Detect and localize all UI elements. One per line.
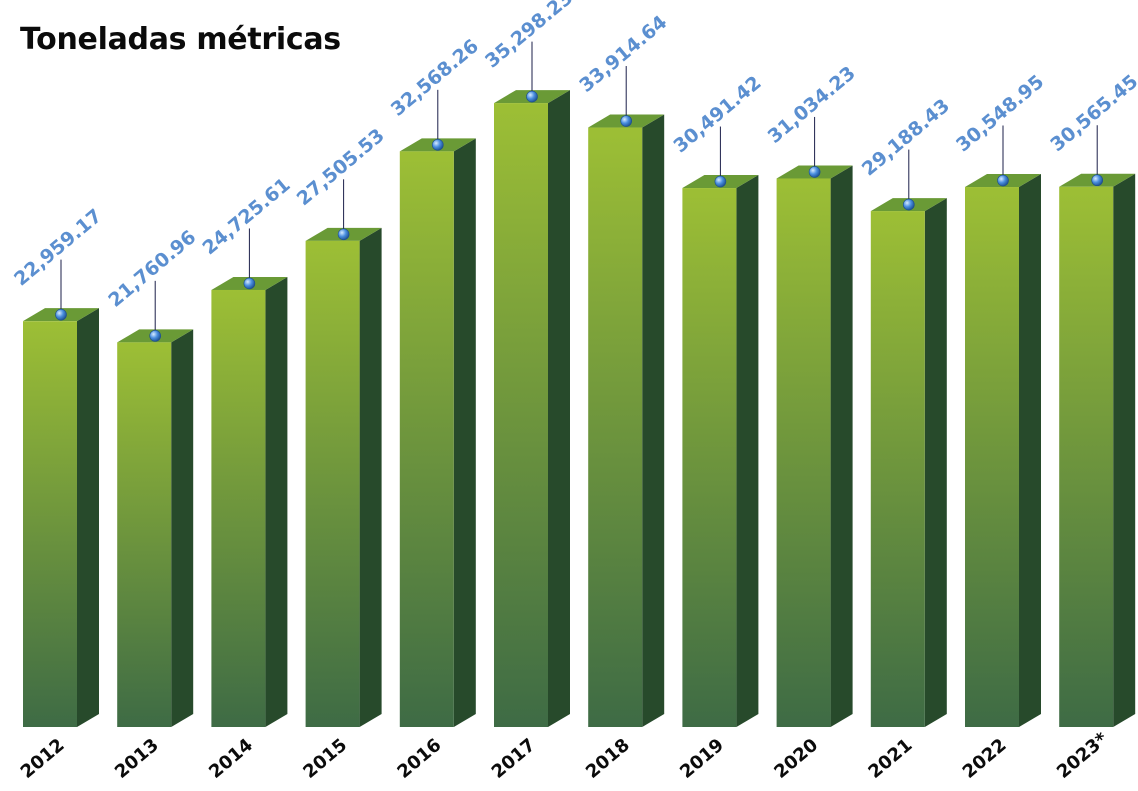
value-label: 30,565.45 (1046, 70, 1138, 156)
bar-side (359, 227, 382, 727)
bar-front (23, 321, 77, 727)
marker-dot (55, 308, 67, 321)
value-label: 31,034.23 (764, 62, 860, 148)
bar-2017 (494, 41, 570, 727)
value-label: 22,959.17 (10, 205, 106, 291)
bar-front (870, 211, 925, 728)
bar-front (682, 188, 737, 727)
marker-dot (997, 174, 1009, 187)
bar-2019 (682, 126, 759, 727)
marker-dot (243, 277, 256, 290)
bar-side (736, 175, 759, 727)
x-tick-label: 2018 (582, 735, 634, 783)
bars-group (23, 41, 1136, 728)
chart-title: Toneladas métricas (20, 22, 341, 57)
value-label: 33,914.64 (575, 11, 671, 97)
bar-2015 (305, 179, 382, 727)
bar-side (171, 329, 194, 727)
x-tick-label: 2015 (299, 735, 351, 783)
x-tick-label: 2014 (205, 735, 257, 783)
bar-2018 (588, 66, 665, 727)
x-tick-label: 2013 (111, 735, 163, 783)
bar-side (77, 308, 99, 727)
bar-front (965, 187, 1019, 727)
x-tick-label: 2022 (959, 735, 1011, 783)
bar-side (265, 276, 288, 727)
marker-dot (149, 330, 161, 342)
bar-side (642, 114, 665, 727)
value-label: 29,188.43 (858, 95, 954, 181)
bar-front (117, 342, 172, 727)
x-tick-label: 2016 (394, 735, 446, 783)
bar-2022 (965, 125, 1041, 727)
bar-front (211, 289, 266, 727)
bar-2023* (1059, 125, 1136, 728)
bar-2012 (23, 259, 99, 727)
bar-2020 (776, 116, 853, 727)
bar-front (1059, 186, 1114, 728)
value-label: 32,568.26 (387, 35, 483, 121)
bar-side (453, 138, 476, 728)
bar-front (588, 127, 643, 727)
marker-dot (620, 115, 633, 127)
x-tick-label: 2017 (488, 735, 540, 783)
bar-front (399, 151, 454, 728)
bar-2021 (870, 149, 947, 728)
bar-2014 (211, 228, 288, 727)
x-tick-label: 2023* (1053, 728, 1113, 783)
value-label: 30,548.95 (952, 71, 1048, 157)
bar-side (924, 198, 947, 728)
bar-front (494, 103, 548, 727)
marker-dot (902, 198, 915, 211)
x-tick-label: 2021 (865, 735, 917, 783)
value-label: 24,725.61 (198, 174, 294, 260)
bar-side (1113, 173, 1136, 728)
value-label: 30,491.42 (669, 72, 765, 158)
marker-dot (808, 166, 821, 178)
value-label: 27,505.53 (293, 125, 389, 211)
marker-dot (714, 175, 727, 188)
x-tick-label: 2019 (676, 735, 728, 783)
x-tick-labels-group: 2012 2013 2014 2015 2016 2017 2018 2019 2020 2021… (17, 728, 1113, 783)
bar-side (830, 165, 853, 727)
marker-dot (337, 228, 350, 241)
bar-2013 (117, 280, 194, 727)
value-label: 21,760.96 (104, 226, 200, 312)
bar-side (548, 90, 570, 727)
bar-front (305, 240, 360, 727)
marker-dot (526, 90, 538, 103)
x-tick-label: 2012 (17, 735, 69, 783)
marker-dot (431, 139, 444, 151)
bar-side (1019, 174, 1041, 727)
bar-2016 (399, 89, 476, 728)
bar-front (776, 178, 831, 727)
value-label: 35,298.23 (481, 0, 577, 72)
x-tick-label: 2020 (770, 735, 822, 783)
marker-dot (1091, 174, 1103, 187)
